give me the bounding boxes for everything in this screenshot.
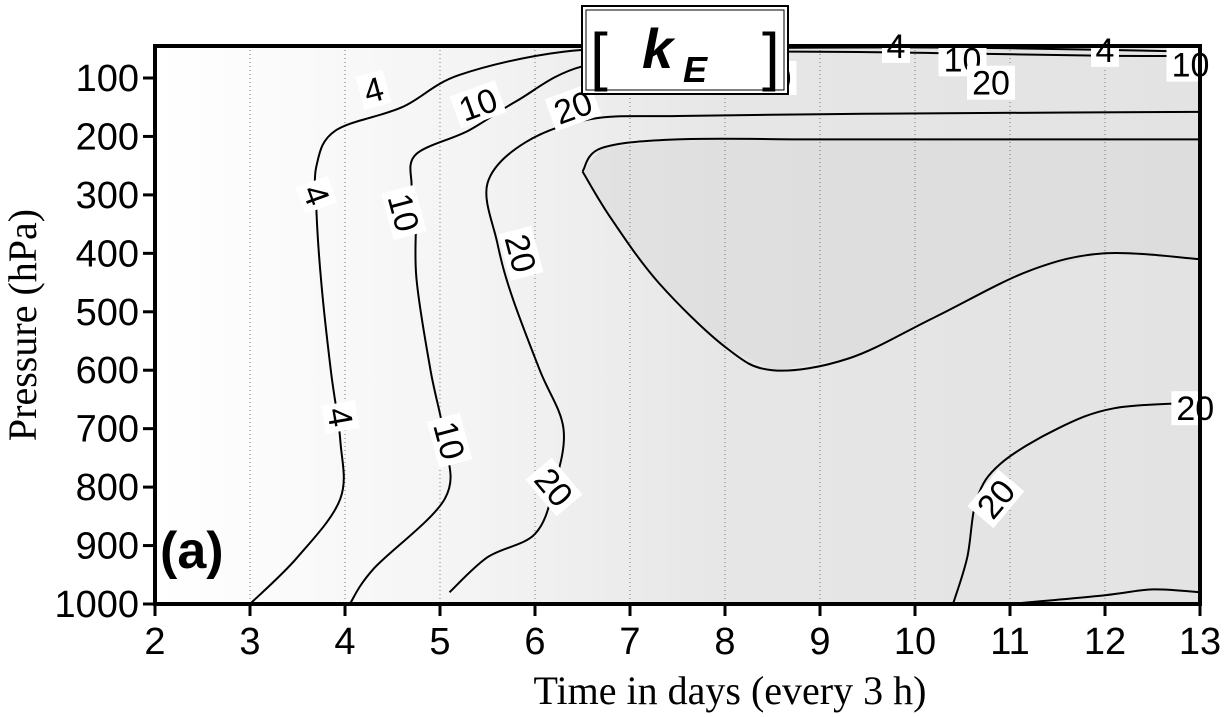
contour-label-10-1-4: 10 <box>1166 47 1215 85</box>
panel-label: (a) <box>160 522 224 580</box>
contour-label-4-0-2: 4 <box>319 400 360 434</box>
contour-label-4-0-4: 4 <box>1091 32 1119 70</box>
title-bracket-close: ] <box>762 20 780 92</box>
contour-label-4-0-0: 4 <box>355 69 392 111</box>
title-variable: k <box>642 17 676 80</box>
x-tick-label: 10 <box>894 621 936 663</box>
chart-title: [ k E ] <box>581 5 789 95</box>
x-tick-label: 4 <box>334 621 355 663</box>
x-tick-label: 9 <box>809 621 830 663</box>
y-tick-label: 300 <box>76 175 139 217</box>
contour-label-10-1-2: 10 <box>425 412 473 468</box>
y-tick-label: 1000 <box>54 584 139 626</box>
x-axis-title: Time in days (every 3 h) <box>534 668 927 713</box>
y-tick-label: 400 <box>76 233 139 275</box>
shading-core-region <box>582 139 1200 371</box>
contour-line-20-5 <box>952 401 1200 604</box>
x-tick-label: 3 <box>239 621 260 663</box>
x-tick-label: 6 <box>524 621 545 663</box>
contour-label-20-5-1: 20 <box>1171 390 1220 428</box>
background-shading <box>155 46 1200 604</box>
contour-label-20-2-1: 20 <box>497 225 544 281</box>
title-subscript: E <box>683 49 708 90</box>
y-tick-label: 700 <box>76 409 139 451</box>
x-tick-label: 5 <box>429 621 450 663</box>
x-tick-label: 2 <box>144 621 165 663</box>
contour-line-20-3 <box>581 137 1200 173</box>
svg-text:4: 4 <box>1096 32 1115 70</box>
x-axis-ticks: 2 3 4 5 6 7 8 9 10 11 12 13 <box>144 604 1221 663</box>
y-tick-label: 800 <box>76 467 139 509</box>
shading-layer <box>155 46 1200 604</box>
x-tick-label: 11 <box>990 621 1029 663</box>
svg-text:20: 20 <box>972 65 1010 103</box>
title-box <box>581 5 789 95</box>
y-tick-label: 100 <box>76 58 139 100</box>
title-bracket-open: [ <box>590 20 608 92</box>
y-axis-ticks: 100 200 300 400 500 600 700 800 900 1000 <box>54 58 155 626</box>
x-tick-label: 7 <box>619 621 640 663</box>
y-tick-label: 600 <box>76 350 139 392</box>
y-axis-title: Pressure (hPa) <box>0 209 45 441</box>
contour-label-20-2-4: 20 <box>967 65 1015 103</box>
svg-text:20: 20 <box>1176 390 1214 428</box>
x-tick-label: 8 <box>714 621 735 663</box>
y-tick-label: 200 <box>76 116 139 158</box>
svg-text:10: 10 <box>1172 47 1210 85</box>
y-tick-label: 500 <box>76 292 139 334</box>
contour-line-20-6 <box>1009 588 1200 604</box>
contour-line-20-4 <box>581 170 1200 372</box>
x-tick-label: 12 <box>1084 621 1126 663</box>
y-tick-label: 900 <box>76 526 139 568</box>
contour-label-10-1-1: 10 <box>380 184 427 240</box>
x-tick-label: 13 <box>1179 621 1221 663</box>
